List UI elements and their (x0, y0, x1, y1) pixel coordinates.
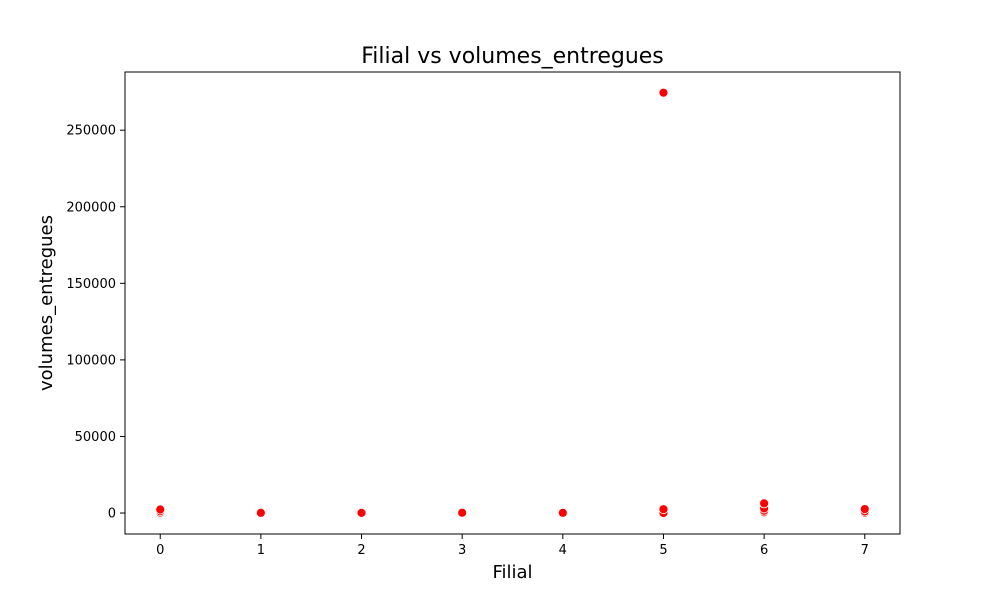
data-point (658, 87, 669, 98)
y-tick-label: 100000 (66, 353, 116, 368)
y-axis: 0 50000 100000 150000 200000 250000 (66, 124, 125, 522)
data-point (557, 507, 568, 518)
data-point (457, 507, 468, 518)
y-axis-label: volumes_entregues (36, 215, 57, 391)
y-tick-label: 150000 (66, 277, 116, 292)
x-axis-label: Filial (492, 562, 532, 583)
data-point (658, 504, 669, 515)
x-tick-label: 4 (559, 543, 567, 558)
x-tick-label: 7 (861, 543, 869, 558)
x-tick-label: 0 (156, 543, 164, 558)
x-tick-label: 2 (357, 543, 365, 558)
x-tick-label: 5 (659, 543, 667, 558)
points-layer (155, 87, 870, 518)
data-point (155, 504, 166, 515)
y-tick-label: 0 (108, 507, 116, 522)
chart-title: Filial vs volumes_entregues (361, 44, 664, 69)
x-tick-label: 1 (257, 543, 265, 558)
data-point (255, 507, 266, 518)
data-point (759, 498, 770, 509)
y-tick-label: 200000 (66, 200, 116, 215)
data-point (356, 507, 367, 518)
plot-frame (124, 71, 901, 535)
x-tick-label: 6 (760, 543, 768, 558)
x-axis: 0 1 2 3 4 5 6 7 (156, 534, 869, 558)
y-tick-label: 250000 (66, 124, 116, 139)
data-point (859, 504, 870, 514)
x-tick-label: 3 (458, 543, 466, 558)
y-tick-label: 50000 (75, 430, 116, 445)
